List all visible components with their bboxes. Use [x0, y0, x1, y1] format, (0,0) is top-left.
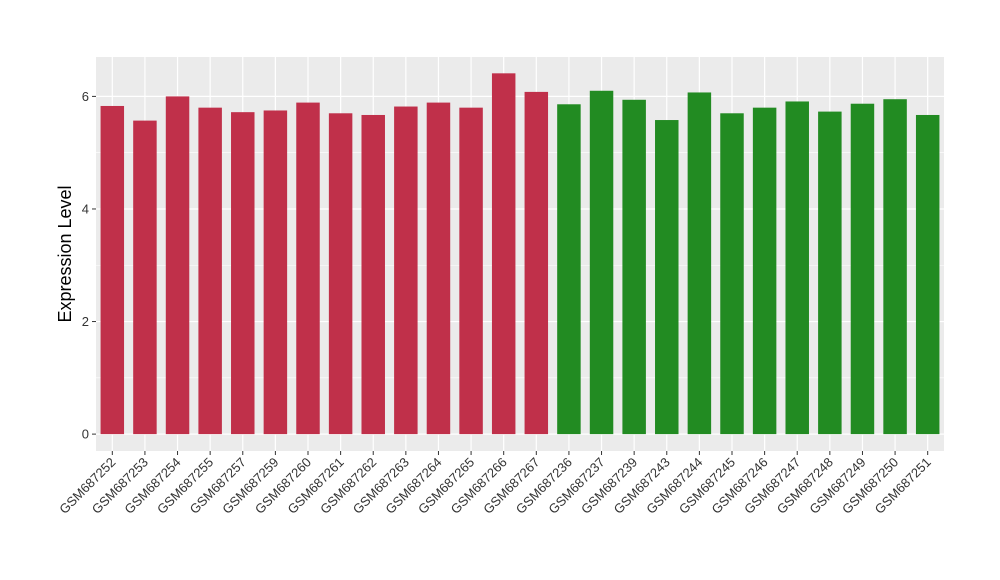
bar-GSM687252 — [100, 105, 125, 435]
bar-GSM687267 — [524, 91, 549, 435]
bar-GSM687259 — [263, 110, 288, 435]
bar-GSM687246 — [752, 107, 777, 435]
bar-GSM687251 — [915, 114, 940, 435]
bar-GSM687262 — [361, 114, 385, 435]
bar-GSM687261 — [328, 113, 353, 435]
bar-GSM687243 — [655, 120, 679, 435]
bar-GSM687244 — [687, 92, 712, 435]
x-axis: GSM687252GSM687253GSM687254GSM687255GSM6… — [56, 451, 934, 517]
bar-GSM687236 — [557, 104, 581, 435]
y-axis-title: Expression Level — [55, 185, 75, 322]
bar-GSM687255 — [198, 107, 222, 435]
bars — [100, 73, 940, 435]
bar-GSM687237 — [589, 90, 614, 435]
y-tick-label: 6 — [82, 89, 89, 104]
bar-GSM687265 — [459, 107, 483, 435]
bar-GSM687264 — [426, 102, 451, 435]
bar-GSM687245 — [720, 113, 744, 435]
bar-GSM687247 — [785, 101, 809, 435]
bar-GSM687266 — [491, 73, 516, 435]
bar-GSM687257 — [231, 112, 255, 435]
bar-GSM687239 — [622, 99, 646, 435]
y-axis: 0 2 4 6 — [82, 89, 96, 442]
bar-GSM687250 — [883, 99, 907, 435]
y-tick-label: 4 — [82, 201, 89, 216]
bar-GSM687260 — [296, 102, 320, 435]
bar-GSM687263 — [394, 106, 418, 435]
bar-GSM687248 — [818, 111, 842, 435]
plot-panel — [96, 57, 944, 451]
y-tick-label: 2 — [82, 314, 89, 329]
bar-GSM687253 — [133, 120, 157, 435]
bar-GSM687249 — [850, 103, 875, 435]
y-tick-label: 0 — [82, 427, 89, 442]
bar-GSM687254 — [165, 96, 190, 435]
